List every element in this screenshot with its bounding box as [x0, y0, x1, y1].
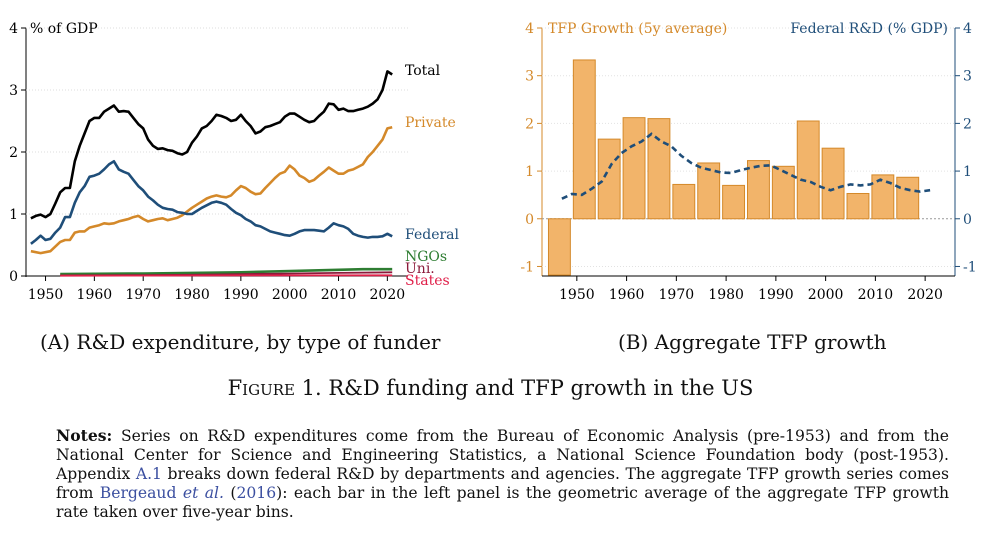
- panel-b-caption-text: Aggregate TFP growth: [654, 330, 887, 354]
- citation-link-etal[interactable]: et al.: [182, 484, 224, 502]
- y-tick-label: 2: [9, 145, 18, 161]
- panel-b-axes: -1 0 1 2 3 4 -1 0 1 2 3 4 1950 1960 1970 1980 1990 2000 20…: [520, 21, 976, 303]
- tfp-bar: [572, 59, 596, 220]
- tfp-bar: [697, 162, 721, 220]
- y-tick-label: 3: [9, 83, 18, 99]
- panel-a-axes: 0 1 2 3 4 1950 1960 1970 1980 1990 2000 2010 2020: [9, 21, 408, 303]
- tfp-bar: [771, 165, 795, 220]
- series-line-private: [30, 125, 393, 255]
- x-tick-label: 1990: [758, 287, 794, 303]
- panel-b-line: [561, 132, 931, 200]
- tfp-bar: [821, 147, 845, 220]
- notes-text-1: Series on R&D expenditures come from the…: [56, 427, 949, 483]
- panel-b-chart: -1 0 1 2 3 4 -1 0 1 2 3 4 1950 1960 1970 1980 1990 2000 20…: [520, 21, 976, 303]
- figure-caption: Figure 1. R&D funding and TFP growth in …: [0, 376, 981, 400]
- x-tick-label: 1970: [125, 287, 161, 303]
- y-tick-label: 4: [9, 21, 18, 37]
- tfp-bar: [597, 138, 621, 220]
- x-tick-label: 2000: [808, 287, 844, 303]
- right-y-tick-label: -1: [963, 259, 977, 275]
- x-tick-label: 1950: [28, 287, 64, 303]
- left-y-tick-label: 3: [525, 69, 534, 85]
- x-tick-label: 1980: [174, 287, 210, 303]
- figure-notes: Notes: Series on R&D expenditures come f…: [56, 426, 950, 521]
- panel-b-right-axis-label: Federal R&D (% GDP): [790, 21, 948, 37]
- x-tick-label: 2010: [858, 287, 894, 303]
- tfp-bar: [672, 183, 696, 220]
- tfp-bar: [796, 120, 820, 220]
- tfp-bar: [722, 184, 746, 220]
- x-tick-label: 2020: [907, 287, 943, 303]
- citation-link-author[interactable]: Bergeaud: [99, 484, 177, 502]
- series-line-ngos: [60, 267, 393, 276]
- y-tick-label: 0: [9, 269, 18, 285]
- appendix-link[interactable]: A.1: [135, 465, 162, 483]
- y-tick-label: 1: [9, 207, 18, 223]
- x-tick-label: 1980: [708, 287, 744, 303]
- tfp-bar: [896, 176, 920, 220]
- x-tick-label: 1950: [559, 287, 595, 303]
- panel-b-caption-label: (B): [618, 330, 649, 354]
- left-y-tick-label: 1: [525, 164, 534, 180]
- series-label-federal: Federal: [405, 227, 460, 243]
- tfp-bar: [622, 117, 646, 220]
- citation-link-year[interactable]: 2016: [236, 484, 277, 502]
- series-label-total: Total: [405, 63, 441, 79]
- x-tick-label: 2000: [272, 287, 308, 303]
- panel-b-caption: (B) Aggregate TFP growth: [618, 330, 887, 354]
- series-label-states: States: [405, 273, 450, 289]
- x-tick-label: 1960: [77, 287, 113, 303]
- left-y-tick-label: 2: [525, 116, 534, 132]
- federal-rd-line: [561, 132, 931, 200]
- tfp-bar: [871, 174, 895, 220]
- notes-text-3: ): each bar in the left panel is the geo…: [56, 484, 950, 521]
- panel-a-caption-label: (A): [40, 330, 71, 354]
- series-label-private: Private: [405, 115, 456, 131]
- series-line-federal: [30, 160, 393, 245]
- panel-a-caption: (A) R&D expenditure, by type of funder: [40, 330, 441, 354]
- x-tick-label: 1990: [223, 287, 259, 303]
- right-y-tick-label: 4: [963, 21, 972, 37]
- notes-text-2: breaks down federal R&D by departments a…: [56, 465, 949, 502]
- figure-caption-label: Figure 1.: [227, 376, 322, 400]
- tfp-bar: [846, 192, 870, 220]
- notes-label: Notes:: [56, 426, 113, 445]
- x-tick-label: 2010: [321, 287, 357, 303]
- right-y-tick-label: 0: [963, 212, 972, 228]
- panel-b-left-axis-label: TFP Growth (5y average): [548, 21, 727, 37]
- tfp-bar: [747, 160, 770, 220]
- x-tick-label: 2020: [370, 287, 406, 303]
- panel-a-series: [30, 70, 393, 277]
- x-tick-label: 1970: [659, 287, 695, 303]
- right-y-tick-label: 3: [963, 69, 972, 85]
- tfp-bar: [547, 218, 571, 276]
- right-y-tick-label: 2: [963, 116, 972, 132]
- left-y-tick-label: -1: [520, 259, 534, 275]
- panel-a-y-axis-label: % of GDP: [30, 21, 98, 37]
- x-tick-label: 1960: [609, 287, 645, 303]
- figure-caption-text: R&D funding and TFP growth in the US: [328, 376, 754, 400]
- series-label-ngos: NGOs: [405, 249, 447, 265]
- left-y-tick-label: 0: [525, 212, 534, 228]
- panel-b-bars: [547, 59, 920, 276]
- panel-a-chart: 0 1 2 3 4 1950 1960 1970 1980 1990 2000 2010 2020 To…: [9, 21, 460, 303]
- right-y-tick-label: 1: [963, 164, 972, 180]
- left-y-tick-label: 4: [525, 21, 534, 37]
- series-line-total: [30, 70, 393, 220]
- series-label-uni: Uni.: [405, 261, 435, 277]
- panel-a-caption-text: R&D expenditure, by type of funder: [76, 330, 441, 354]
